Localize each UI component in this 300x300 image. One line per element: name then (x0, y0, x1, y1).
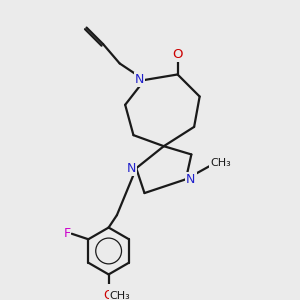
Text: O: O (104, 289, 114, 300)
Text: N: N (127, 162, 136, 175)
Text: N: N (135, 74, 144, 86)
Text: O: O (172, 48, 183, 61)
Text: N: N (186, 173, 196, 186)
Text: F: F (63, 227, 70, 240)
Text: CH₃: CH₃ (110, 291, 130, 300)
Text: CH₃: CH₃ (210, 158, 231, 168)
